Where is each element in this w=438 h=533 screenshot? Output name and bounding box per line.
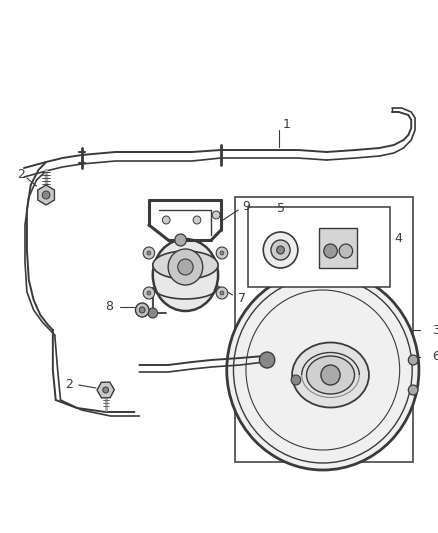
Circle shape <box>175 234 187 246</box>
Circle shape <box>148 308 158 318</box>
Circle shape <box>259 352 275 368</box>
Ellipse shape <box>292 343 369 408</box>
Circle shape <box>220 251 224 255</box>
Circle shape <box>271 240 290 260</box>
Text: 5: 5 <box>276 201 285 214</box>
Circle shape <box>277 246 284 254</box>
Circle shape <box>147 291 151 295</box>
Circle shape <box>139 307 145 313</box>
Circle shape <box>193 216 201 224</box>
Circle shape <box>321 365 340 385</box>
Text: 2: 2 <box>17 168 25 182</box>
Text: 4: 4 <box>394 231 402 245</box>
FancyBboxPatch shape <box>319 228 357 268</box>
Circle shape <box>339 244 353 258</box>
Text: 1: 1 <box>283 118 290 132</box>
Text: 2: 2 <box>65 378 73 392</box>
Circle shape <box>162 216 170 224</box>
Circle shape <box>147 251 151 255</box>
Circle shape <box>324 244 337 258</box>
Circle shape <box>291 375 301 385</box>
Bar <box>235 197 413 462</box>
Circle shape <box>42 191 50 199</box>
Text: 3: 3 <box>432 324 438 336</box>
Text: 6: 6 <box>432 351 438 364</box>
Ellipse shape <box>153 251 218 279</box>
Circle shape <box>408 355 418 365</box>
Circle shape <box>263 232 298 268</box>
Circle shape <box>408 385 418 395</box>
Circle shape <box>178 259 193 275</box>
Circle shape <box>103 387 109 393</box>
Circle shape <box>216 247 228 259</box>
Ellipse shape <box>307 356 354 394</box>
Text: 8: 8 <box>106 301 113 313</box>
Text: 7: 7 <box>238 292 246 304</box>
Text: 9: 9 <box>242 200 250 214</box>
Circle shape <box>216 287 228 299</box>
Ellipse shape <box>153 239 218 311</box>
Circle shape <box>143 287 155 299</box>
Circle shape <box>168 249 203 285</box>
Bar <box>248 207 390 287</box>
Circle shape <box>143 247 155 259</box>
Circle shape <box>220 291 224 295</box>
Circle shape <box>227 270 419 470</box>
Circle shape <box>135 303 149 317</box>
Circle shape <box>212 211 220 219</box>
